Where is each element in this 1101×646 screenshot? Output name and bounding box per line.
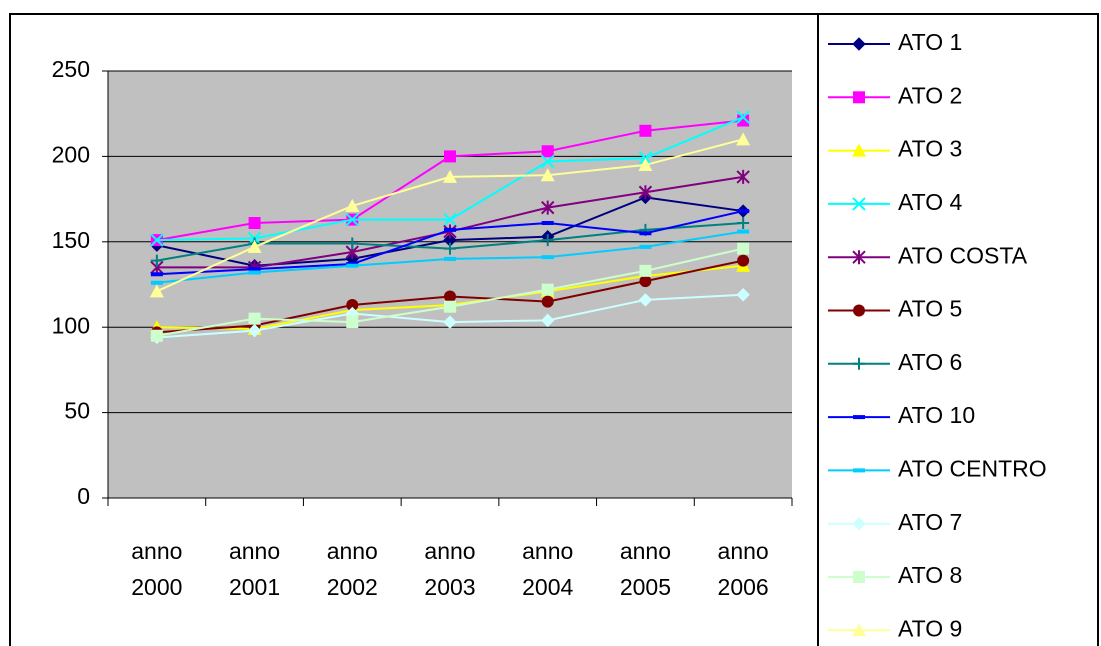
marker [639,124,652,137]
legend-label: ATO 4 [898,189,963,215]
marker [639,264,652,277]
legend-marker [852,197,866,211]
marker [541,200,555,215]
marker [444,150,456,163]
legend-label: ATO 1 [898,29,962,55]
marker [150,254,163,267]
marker [639,231,652,236]
marker [736,132,751,146]
marker [248,312,261,325]
legend-marker [852,516,866,531]
x-tick-label: anno 2006 [717,538,769,600]
y-tick-label: 250 [52,56,90,82]
marker [541,154,555,169]
legend-label: ATO 8 [898,562,962,588]
legend-marker [853,357,865,370]
marker [444,290,456,303]
marker [540,168,555,182]
marker [737,217,750,230]
marker [248,267,261,272]
legend-label: ATO 3 [898,136,962,162]
marker [541,313,555,328]
marker [345,212,359,227]
legend-label: ATO 2 [898,82,962,108]
marker [150,280,163,285]
legend-marker [853,468,865,473]
marker [248,270,261,275]
legend-label: ATO 9 [898,615,962,641]
marker [149,284,164,298]
legend-marker [853,91,865,104]
legend-label: ATO 7 [898,509,962,535]
marker [444,242,456,255]
legend-marker [852,623,866,637]
x-tick-label: anno 2002 [326,538,378,600]
legend-marker [852,250,866,265]
marker [736,288,750,302]
marker [150,329,163,342]
legend-label: ATO 5 [898,296,962,322]
legend-marker [852,143,866,157]
marker [346,316,359,329]
legend-label: ATO COSTA [898,242,1028,268]
legend-label: ATO CENTRO [898,455,1047,481]
marker [247,323,262,338]
marker [248,217,261,230]
marker [444,300,456,313]
marker [247,239,262,253]
legend-marker [853,304,865,317]
x-tick-label: anno 2001 [228,538,281,600]
marker [639,275,652,288]
marker [444,256,456,261]
marker [639,244,652,249]
marker [346,237,359,250]
marker [541,283,554,296]
marker [737,254,750,267]
marker [736,110,750,124]
marker [444,227,456,232]
legend-marker [853,571,865,583]
marker [541,295,554,308]
marker [150,272,163,277]
marker [541,221,554,226]
legend-label: ATO 10 [898,402,975,428]
marker [541,234,554,247]
marker [541,145,554,158]
marker [150,233,164,247]
y-tick-label: 50 [64,398,90,424]
marker [736,169,750,184]
marker [443,212,457,227]
x-tick-label: anno 2003 [424,538,476,600]
marker [443,315,457,329]
chart-border [9,13,1099,646]
marker [346,263,359,268]
marker [541,255,554,260]
marker [443,169,457,183]
marker [638,157,653,171]
marker [737,242,750,255]
x-tick-label: anno 2005 [619,538,671,600]
y-tick-label: 100 [52,312,90,338]
marker [638,185,653,200]
marker [638,293,653,307]
y-tick-label: 150 [52,227,90,253]
marker [737,209,750,214]
y-tick-label: 200 [52,141,90,167]
x-tick-label: anno 2000 [131,538,183,600]
marker [737,229,750,234]
legend-label: ATO 6 [898,349,962,375]
legend-marker [853,415,865,420]
plot-area [108,71,792,498]
legend-marker [852,37,866,51]
x-tick-label: anno 2004 [522,538,574,600]
marker [345,198,360,212]
y-tick-label: 0 [77,483,90,509]
marker [346,298,359,311]
